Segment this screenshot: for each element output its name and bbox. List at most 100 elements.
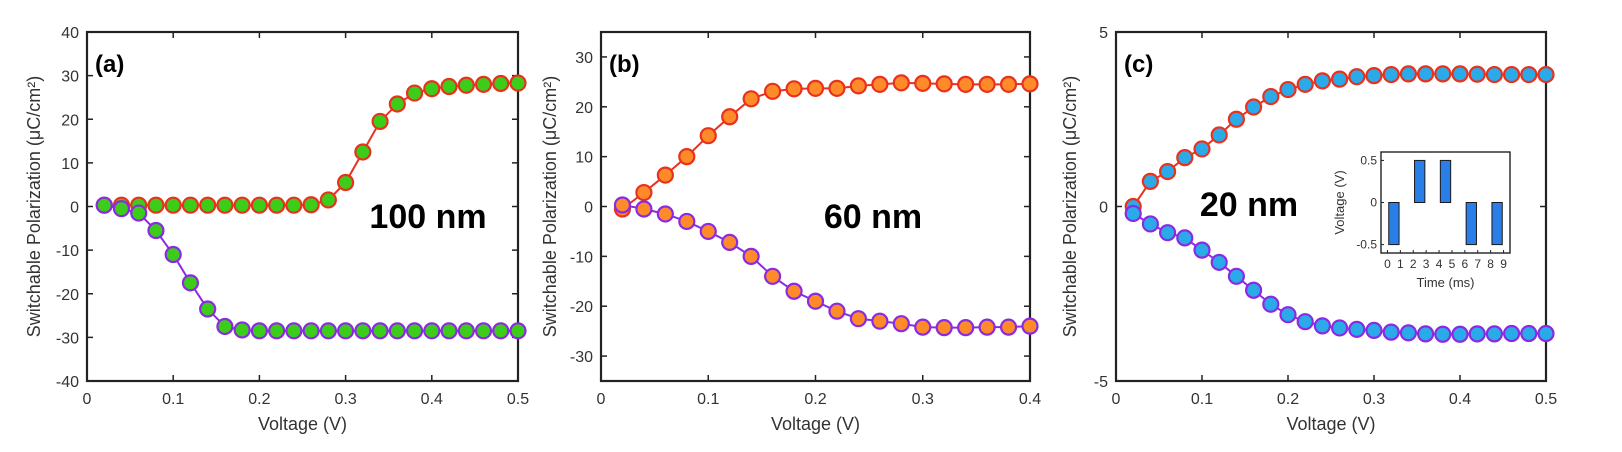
data-point bbox=[164, 196, 182, 214]
data-point bbox=[423, 322, 441, 340]
data-point bbox=[1021, 75, 1039, 93]
series-negative bbox=[95, 196, 527, 340]
data-point bbox=[388, 95, 406, 113]
data-point bbox=[1330, 70, 1349, 88]
y-tick-label: 30 bbox=[575, 50, 593, 67]
inset-bar bbox=[1388, 202, 1400, 246]
inset-bar bbox=[1465, 202, 1477, 246]
x-tick-label: 0 bbox=[1112, 391, 1121, 408]
data-point bbox=[742, 90, 760, 108]
thickness-annotation: 60 nm bbox=[824, 198, 922, 236]
x-tick-label: 0.4 bbox=[1019, 391, 1041, 408]
data-point bbox=[302, 322, 320, 340]
data-point bbox=[405, 84, 424, 102]
data-point bbox=[699, 222, 717, 241]
data-point bbox=[199, 196, 217, 214]
data-point bbox=[388, 322, 406, 340]
data-point bbox=[656, 205, 674, 223]
inset-y-tick-label: 0.5 bbox=[1360, 153, 1377, 167]
y-tick-label: 0 bbox=[584, 200, 593, 217]
x-tick-label: 0.1 bbox=[697, 391, 719, 408]
x-tick-label: 0 bbox=[83, 391, 92, 408]
y-tick-label: -40 bbox=[56, 374, 79, 391]
series-negative bbox=[1124, 204, 1555, 343]
data-point bbox=[914, 318, 932, 336]
data-point bbox=[1158, 163, 1177, 181]
x-tick-label: 0.3 bbox=[912, 391, 934, 408]
data-point bbox=[656, 166, 674, 184]
data-point bbox=[1485, 65, 1504, 84]
y-axis-label: Switchable Polarization (μC/cm²) bbox=[1060, 76, 1080, 337]
y-tick-label: -5 bbox=[1094, 374, 1108, 391]
data-point bbox=[1451, 65, 1469, 83]
x-tick-label: 0.3 bbox=[334, 391, 356, 408]
data-point bbox=[678, 212, 696, 231]
data-point bbox=[337, 322, 355, 340]
data-point bbox=[1502, 324, 1521, 343]
data-point bbox=[1210, 253, 1228, 271]
y-tick-label: 20 bbox=[61, 112, 79, 129]
data-point bbox=[1279, 306, 1297, 324]
data-point bbox=[1210, 126, 1228, 144]
data-point bbox=[1296, 75, 1314, 93]
x-tick-label: 0.2 bbox=[1277, 391, 1299, 408]
data-point bbox=[268, 322, 286, 340]
inset-x-tick-label: 0 bbox=[1384, 257, 1391, 271]
data-point bbox=[1227, 267, 1246, 285]
data-point bbox=[613, 196, 632, 214]
data-point bbox=[1158, 224, 1177, 242]
data-point bbox=[1021, 317, 1039, 335]
data-point bbox=[699, 127, 717, 145]
data-point bbox=[1313, 72, 1332, 90]
data-point bbox=[1348, 68, 1366, 86]
data-point bbox=[181, 274, 200, 292]
data-point bbox=[1279, 80, 1297, 99]
data-point bbox=[250, 196, 268, 214]
x-axis-label: Voltage (V) bbox=[1286, 414, 1375, 434]
data-point bbox=[474, 322, 493, 340]
y-tick-label: 0 bbox=[70, 200, 79, 217]
y-tick-label: 10 bbox=[575, 150, 593, 167]
data-point bbox=[999, 75, 1018, 93]
inset-x-tick-label: 8 bbox=[1487, 257, 1494, 271]
data-point bbox=[216, 196, 234, 214]
data-point bbox=[405, 322, 424, 340]
data-point bbox=[957, 319, 975, 337]
data-point bbox=[1244, 281, 1263, 299]
data-point bbox=[1468, 325, 1486, 343]
panel-label: (b) bbox=[609, 51, 640, 78]
data-point bbox=[1141, 215, 1160, 233]
data-point bbox=[1451, 325, 1469, 343]
data-point bbox=[1537, 65, 1555, 84]
inset-x-tick-label: 3 bbox=[1423, 257, 1430, 271]
data-point bbox=[440, 322, 458, 340]
inset-y-tick-label: -0.5 bbox=[1356, 238, 1377, 252]
data-point bbox=[635, 200, 653, 218]
data-point bbox=[216, 317, 234, 336]
y-axis-label: Switchable Polarization (μC/cm²) bbox=[540, 76, 560, 337]
data-point bbox=[319, 322, 337, 340]
data-point bbox=[250, 322, 268, 340]
data-point bbox=[1502, 65, 1521, 84]
data-point bbox=[1416, 325, 1435, 343]
series-line bbox=[104, 82, 519, 207]
data-point bbox=[1468, 65, 1486, 83]
thickness-annotation: 100 nm bbox=[369, 198, 486, 236]
data-point bbox=[457, 76, 475, 94]
data-point bbox=[935, 75, 953, 93]
panel-label: (c) bbox=[1124, 51, 1153, 78]
data-point bbox=[112, 200, 131, 218]
data-point bbox=[1520, 324, 1538, 343]
data-point bbox=[828, 79, 846, 97]
y-tick-label: -20 bbox=[570, 299, 593, 316]
y-tick-label: 30 bbox=[61, 69, 79, 86]
data-point bbox=[474, 75, 493, 93]
data-point bbox=[871, 312, 889, 330]
y-tick-label: 0 bbox=[1099, 200, 1108, 217]
data-point bbox=[1296, 313, 1314, 331]
data-point bbox=[871, 75, 889, 93]
data-point bbox=[268, 196, 286, 214]
data-point bbox=[978, 318, 996, 336]
